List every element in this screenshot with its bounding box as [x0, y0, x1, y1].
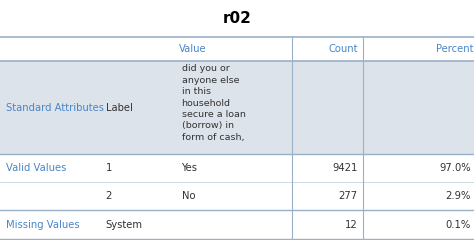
Bar: [0, 37, 474, 61]
Bar: [0, 61, 474, 154]
Bar: [0, 210, 474, 239]
Text: 2: 2: [106, 191, 112, 201]
Bar: [0, 154, 474, 182]
Text: Standard Attributes: Standard Attributes: [6, 102, 104, 113]
Text: No: No: [182, 191, 195, 201]
Text: Missing Values: Missing Values: [6, 220, 79, 230]
Text: 277: 277: [339, 191, 358, 201]
Text: did you or
anyone else
in this
household
secure a loan
(borrow) in
form of cash,: did you or anyone else in this household…: [182, 64, 246, 142]
Text: Valid Values: Valid Values: [6, 163, 66, 173]
Text: 2.9%: 2.9%: [445, 191, 471, 201]
Text: Value: Value: [179, 44, 207, 54]
Text: 9421: 9421: [332, 163, 358, 173]
Text: 0.1%: 0.1%: [446, 220, 471, 230]
Text: Count: Count: [328, 44, 358, 54]
Text: 97.0%: 97.0%: [439, 163, 471, 173]
Text: Yes: Yes: [182, 163, 198, 173]
Text: Label: Label: [106, 102, 133, 113]
Text: 1: 1: [106, 163, 112, 173]
Text: Percent: Percent: [436, 44, 473, 54]
Text: 12: 12: [345, 220, 358, 230]
Bar: [0, 182, 474, 210]
Text: r02: r02: [223, 11, 251, 26]
Text: System: System: [106, 220, 143, 230]
